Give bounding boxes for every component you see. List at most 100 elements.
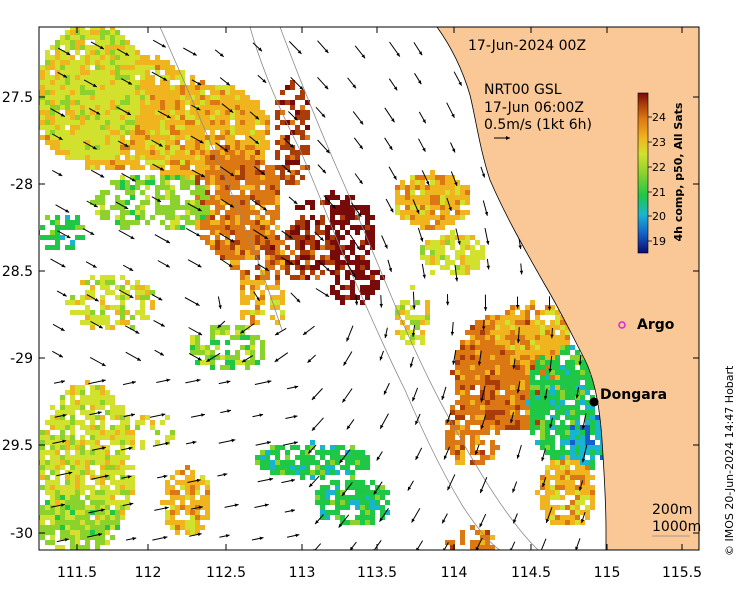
sst-pixel <box>245 125 250 130</box>
sst-pixel <box>260 240 265 245</box>
sst-pixel <box>60 410 65 415</box>
sst-pixel <box>115 305 120 310</box>
sst-pixel <box>70 525 75 530</box>
sst-pixel <box>105 65 110 70</box>
sst-pixel <box>565 380 570 385</box>
sst-pixel <box>465 235 470 240</box>
sst-pixel <box>565 385 570 390</box>
sst-pixel <box>285 145 290 150</box>
sst-pixel <box>225 350 230 355</box>
sst-pixel <box>255 190 260 195</box>
sst-pixel <box>255 100 260 105</box>
sst-pixel <box>495 360 500 365</box>
sst-pixel <box>115 155 120 160</box>
sst-pixel <box>95 60 100 65</box>
sst-pixel <box>70 145 75 150</box>
sst-pixel <box>545 355 550 360</box>
sst-pixel <box>210 115 215 120</box>
sst-pixel <box>110 275 115 280</box>
sst-pixel <box>185 140 190 145</box>
current-vector-head <box>388 267 392 272</box>
sst-pixel <box>65 115 70 120</box>
sst-pixel <box>115 505 120 510</box>
sst-pixel <box>500 415 505 420</box>
sst-pixel <box>125 420 130 425</box>
sst-pixel <box>150 65 155 70</box>
sst-pixel <box>100 105 105 110</box>
sst-pixel <box>255 215 260 220</box>
sst-pixel <box>125 490 130 495</box>
sst-pixel <box>190 90 195 95</box>
sst-pixel <box>65 105 70 110</box>
sst-pixel <box>70 410 75 415</box>
sst-pixel <box>165 85 170 90</box>
sst-pixel <box>120 470 125 475</box>
sst-pixel <box>65 50 70 55</box>
sst-pixel <box>100 100 105 105</box>
sst-pixel <box>550 360 555 365</box>
sst-pixel <box>140 445 145 450</box>
sst-pixel <box>110 90 115 95</box>
sst-pixel <box>235 355 240 360</box>
sst-pixel <box>450 200 455 205</box>
sst-pixel <box>185 465 190 470</box>
current-vector-head <box>322 169 326 174</box>
current-vector-head <box>412 397 416 402</box>
sst-pixel <box>90 400 95 405</box>
sst-pixel <box>205 500 210 505</box>
sst-pixel <box>60 520 65 525</box>
sst-pixel <box>525 365 530 370</box>
sst-pixel <box>510 315 515 320</box>
sst-pixel <box>85 85 90 90</box>
sst-pixel <box>575 410 580 415</box>
sst-pixel <box>400 300 405 305</box>
sst-pixel <box>505 415 510 420</box>
sst-pixel <box>235 180 240 185</box>
sst-pixel <box>200 160 205 165</box>
sst-pixel <box>540 355 545 360</box>
sst-pixel <box>170 485 175 490</box>
sst-pixel <box>105 400 110 405</box>
sst-pixel <box>370 270 375 275</box>
sst-pixel <box>550 475 555 480</box>
sst-pixel <box>105 115 110 120</box>
sst-pixel <box>170 65 175 70</box>
sst-pixel <box>450 425 455 430</box>
sst-pixel <box>75 140 80 145</box>
sst-pixel <box>100 30 105 35</box>
sst-pixel <box>235 120 240 125</box>
sst-pixel <box>270 450 275 455</box>
sst-pixel <box>450 270 455 275</box>
sst-pixel <box>430 205 435 210</box>
sst-pixel <box>545 305 550 310</box>
sst-pixel <box>265 240 270 245</box>
sst-pixel <box>95 150 100 155</box>
sst-pixel <box>205 120 210 125</box>
sst-pixel <box>230 355 235 360</box>
sst-pixel <box>240 205 245 210</box>
sst-pixel <box>190 130 195 135</box>
sst-pixel <box>120 60 125 65</box>
sst-pixel <box>85 50 90 55</box>
sst-pixel <box>130 475 135 480</box>
sst-pixel <box>365 205 370 210</box>
sst-pixel <box>110 305 115 310</box>
sst-pixel <box>175 525 180 530</box>
sst-pixel <box>210 350 215 355</box>
sst-pixel <box>570 510 575 515</box>
sst-pixel <box>260 215 265 220</box>
sst-pixel <box>395 195 400 200</box>
sst-pixel <box>470 375 475 380</box>
sst-pixel <box>225 130 230 135</box>
sst-pixel <box>40 465 45 470</box>
sst-pixel <box>425 300 430 305</box>
current-vector-head <box>230 238 235 243</box>
sst-pixel <box>480 550 485 555</box>
sst-pixel <box>190 170 195 175</box>
sst-pixel <box>50 440 55 445</box>
sst-pixel <box>45 460 50 465</box>
sst-pixel <box>100 130 105 135</box>
sst-pixel <box>175 75 180 80</box>
sst-pixel <box>45 130 50 135</box>
current-vector-head <box>293 441 298 445</box>
